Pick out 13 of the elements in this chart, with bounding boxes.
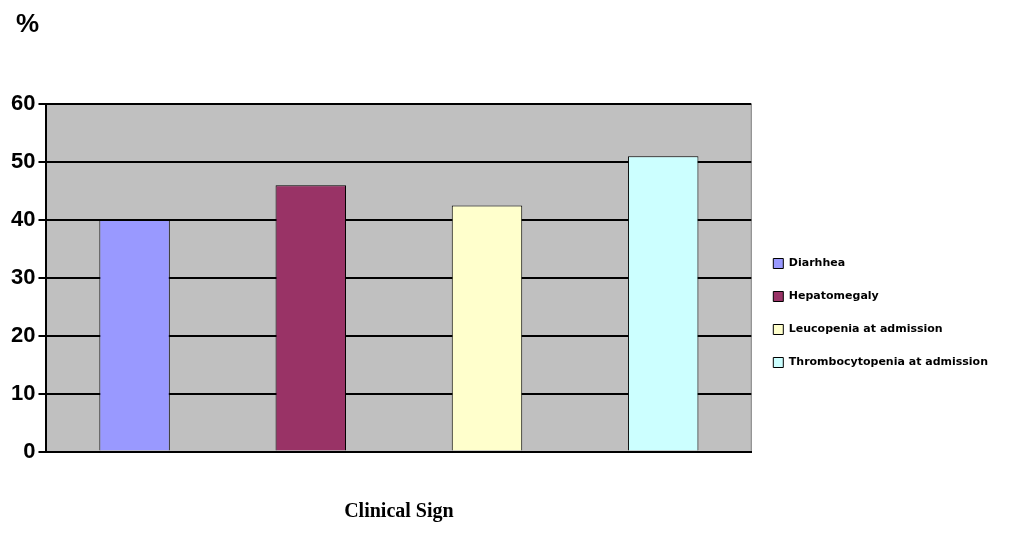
y-tick-label: 20: [10, 321, 36, 347]
y-tick-label: 40: [10, 206, 36, 232]
y-tick-label: 30: [10, 263, 36, 289]
y-tick-label: 60: [10, 90, 36, 116]
y-tick-label: 50: [10, 148, 36, 174]
legend-label: Leucopenia at admission: [788, 322, 943, 336]
y-axis-title: %: [16, 8, 41, 40]
y-tick-label: 0: [23, 437, 36, 463]
legend-label: Thrombocytopenia at admission: [788, 355, 989, 369]
x-axis-title: Clinical Sign: [344, 499, 454, 523]
legend-label: Hepatomegaly: [788, 289, 879, 303]
legend-label: Diarhhea: [788, 256, 846, 270]
y-tick-label: 10: [10, 379, 36, 405]
